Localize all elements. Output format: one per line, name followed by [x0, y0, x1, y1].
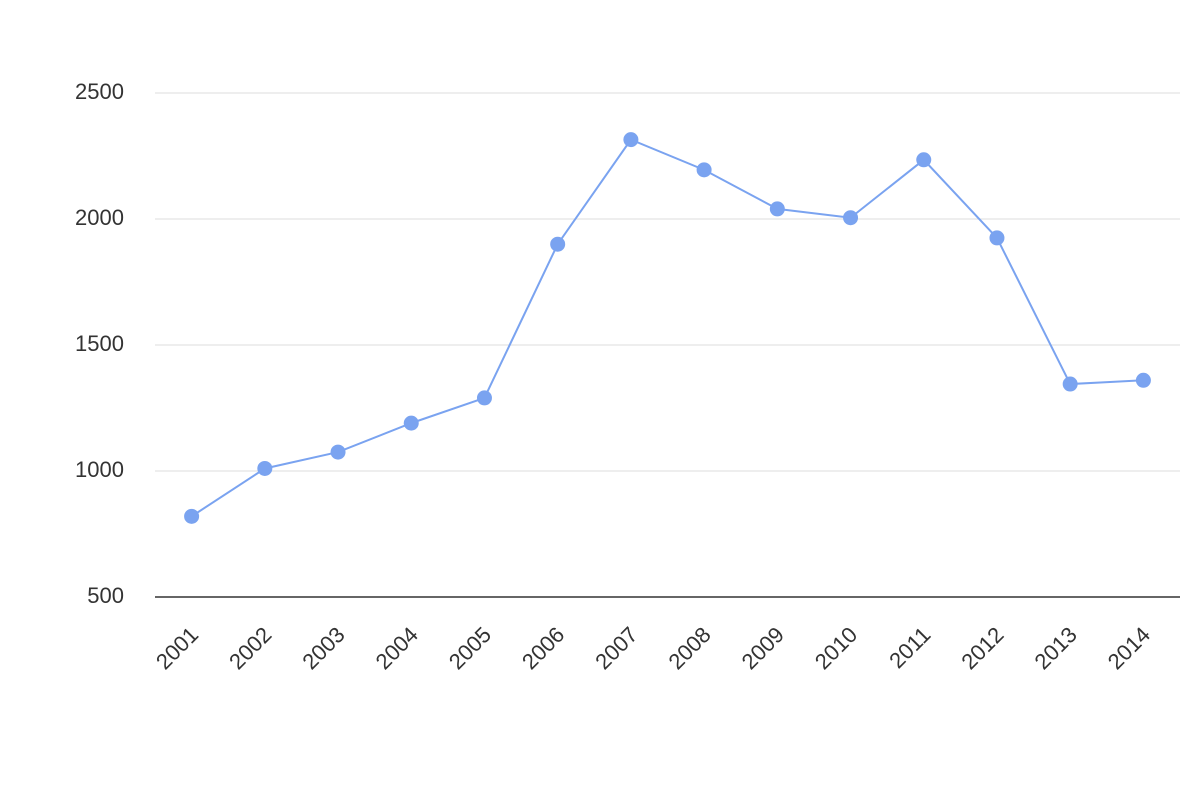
y-tick-label: 2500: [75, 79, 124, 104]
x-tick-label: 2001: [151, 622, 203, 674]
point: [184, 508, 200, 524]
y-tick-label: 1000: [75, 457, 124, 482]
point: [1062, 376, 1078, 392]
point: [403, 415, 419, 431]
x-tick-label: 2014: [1103, 622, 1155, 674]
x-tick-label: 2005: [444, 622, 496, 674]
x-tick-label: 2009: [737, 622, 789, 674]
point: [623, 132, 639, 148]
line: [191, 138, 1144, 518]
x-tick-label: 2006: [517, 622, 569, 674]
y-tick-label: 1500: [75, 331, 124, 356]
point: [330, 444, 346, 460]
point: [257, 460, 273, 476]
point: [916, 152, 932, 168]
x-tick-label: 2011: [884, 622, 935, 673]
y-tick-label: 2000: [75, 205, 124, 230]
x-tick-label: 2008: [663, 622, 715, 674]
x-tick-label: 2012: [956, 622, 1008, 674]
point: [696, 162, 712, 178]
point: [843, 210, 859, 226]
y-tick-label: 500: [87, 583, 124, 608]
x-tick-label: 2002: [224, 622, 276, 674]
point: [989, 230, 1005, 246]
point: [769, 201, 785, 217]
point: [1135, 372, 1151, 388]
point: [550, 236, 566, 252]
x-tick-label: 2007: [590, 622, 642, 674]
x-tick-label: 2003: [297, 622, 349, 674]
x-tick-label: 2013: [1030, 622, 1082, 674]
point: [476, 390, 492, 406]
x-tick-label: 2010: [810, 622, 862, 674]
x-tick-label: 2004: [371, 622, 423, 674]
